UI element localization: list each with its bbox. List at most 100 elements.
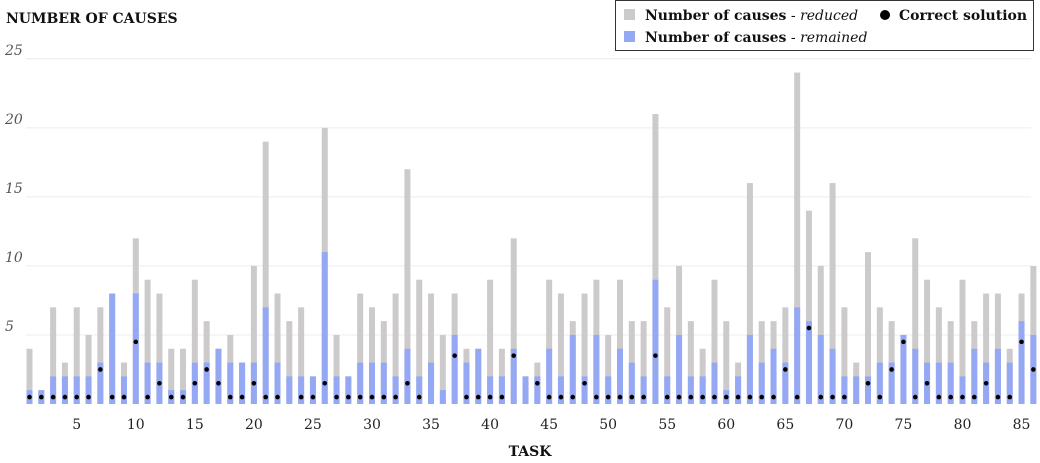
x-tick-label: 75 <box>895 417 913 433</box>
bar-remained <box>392 376 399 404</box>
bar-remained <box>900 334 907 404</box>
y-tick-label: 10 <box>5 250 23 266</box>
correct-point <box>723 394 729 400</box>
correct-point <box>712 394 717 400</box>
bar-total <box>865 252 872 404</box>
correct-point <box>735 394 741 400</box>
bar-total <box>180 348 187 404</box>
correct-point <box>865 380 871 386</box>
bar-remained <box>546 348 553 404</box>
bar-remained <box>321 252 328 404</box>
correct-point <box>50 394 56 400</box>
y-tick-label: 20 <box>4 112 23 128</box>
bar-total <box>73 307 80 404</box>
correct-solution-points <box>27 325 1036 400</box>
correct-point <box>759 394 765 400</box>
bar-total <box>357 293 364 404</box>
bar-total <box>191 279 198 404</box>
bar-remained <box>286 376 293 404</box>
correct-point <box>605 394 611 400</box>
bar-remained <box>971 348 978 404</box>
bar-total <box>640 321 647 404</box>
bar-total <box>746 183 753 404</box>
correct-point <box>133 339 139 345</box>
correct-point <box>901 339 906 345</box>
legend-label-correct: Correct solution <box>899 8 1027 24</box>
bar-total <box>652 114 659 405</box>
legend-swatch-remained <box>624 31 635 42</box>
correct-point <box>216 380 221 386</box>
bar-remained <box>451 334 458 404</box>
correct-point <box>180 394 186 400</box>
x-tick-label: 45 <box>540 417 558 433</box>
y-tick-label: 5 <box>5 319 14 335</box>
bar-remained <box>912 348 919 404</box>
correct-point <box>487 394 493 400</box>
x-tick-label: 55 <box>658 417 676 433</box>
bar-remained <box>593 334 600 404</box>
correct-point <box>310 394 316 400</box>
correct-point <box>251 380 257 386</box>
bar-remained <box>711 362 718 404</box>
bar-remained <box>203 362 210 404</box>
correct-point <box>688 394 694 400</box>
bar-total <box>404 169 411 404</box>
correct-point <box>275 394 280 400</box>
correct-point <box>357 394 363 400</box>
bar-remained <box>853 376 860 404</box>
bar-total <box>664 307 671 404</box>
correct-point <box>806 325 812 331</box>
bar-remained <box>463 362 470 404</box>
x-tick-label: 65 <box>776 417 794 433</box>
bar-remained <box>805 321 812 404</box>
legend-label-reduced: Number of causes - reduced <box>645 8 858 24</box>
bar-remained <box>841 376 848 404</box>
bar-total <box>368 307 375 404</box>
bar-remained <box>664 376 671 404</box>
correct-point <box>145 394 150 400</box>
bar-total <box>782 307 789 404</box>
bar-remained <box>581 376 588 404</box>
correct-point <box>700 394 705 400</box>
legend-swatch-correct <box>880 10 890 20</box>
correct-point <box>594 394 599 400</box>
bars <box>26 72 1037 405</box>
correct-point <box>369 394 375 400</box>
bar-total <box>805 210 812 404</box>
bar-remained <box>61 376 68 404</box>
correct-point <box>86 394 91 400</box>
correct-point <box>393 394 398 400</box>
correct-point <box>995 394 1001 400</box>
y-tick-label: 25 <box>4 43 23 59</box>
correct-point <box>535 380 540 386</box>
correct-point <box>948 394 953 400</box>
correct-point <box>499 394 505 400</box>
bar-remained <box>132 293 139 404</box>
bar-total <box>794 72 801 404</box>
correct-point <box>889 367 894 372</box>
bar-remained <box>333 376 340 404</box>
x-tick-label: 70 <box>835 417 853 433</box>
bar-total <box>85 334 92 404</box>
correct-point <box>830 394 835 400</box>
correct-point <box>121 394 127 400</box>
bar-remained <box>475 348 482 404</box>
bar-remained <box>935 362 942 404</box>
correct-point <box>62 394 68 400</box>
bar-total <box>250 265 257 404</box>
bar-remained <box>416 376 423 404</box>
correct-point <box>475 394 481 400</box>
bar-remained <box>959 376 966 404</box>
correct-point <box>27 394 32 400</box>
bar-total <box>286 321 293 404</box>
x-tick-label: 25 <box>304 417 322 433</box>
correct-point <box>877 394 883 400</box>
bar-remained <box>262 307 269 404</box>
correct-point <box>452 353 457 358</box>
bar-total <box>298 307 305 404</box>
bar-total <box>156 293 163 404</box>
correct-point <box>381 394 387 400</box>
bar-total <box>947 321 954 404</box>
bar-total <box>26 348 33 404</box>
